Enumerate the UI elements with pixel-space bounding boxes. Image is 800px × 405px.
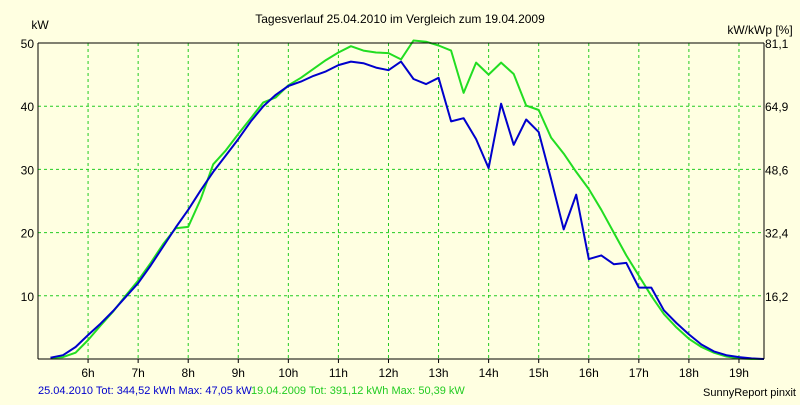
grid bbox=[38, 43, 764, 359]
x-tick-label: 9h bbox=[232, 366, 245, 380]
x-tick-label: 13h bbox=[429, 366, 449, 380]
x-tick-label: 17h bbox=[629, 366, 649, 380]
y-tick-label-right: 81,1 bbox=[765, 37, 789, 51]
y-tick-label-right: 16,2 bbox=[765, 290, 789, 304]
x-tick-label: 14h bbox=[479, 366, 499, 380]
y-axis-label-left: kW bbox=[31, 18, 49, 32]
y-tick-label-left: 30 bbox=[21, 163, 35, 177]
x-tick-label: 6h bbox=[81, 366, 94, 380]
y-tick-label-right: 32,4 bbox=[765, 227, 789, 241]
x-tick-label: 15h bbox=[529, 366, 549, 380]
x-tick-label: 11h bbox=[329, 366, 348, 380]
x-tick-label: 19h bbox=[729, 366, 749, 380]
plot-area bbox=[38, 43, 764, 359]
series-line-1 bbox=[50, 60, 765, 360]
y-tick-label-right: 48,6 bbox=[765, 163, 789, 177]
legend-series-2-summary: 19.04.2009 Tot: 391,12 kWh Max: 50,39 kW bbox=[251, 385, 465, 397]
tick-labels: 6h 7h 8h 9h 10h 11h 12h 13h 14h 15h 16h 17h 18h 19h 10… bbox=[21, 37, 789, 380]
x-tick-label: 12h bbox=[378, 366, 398, 380]
y-tick-label-left: 40 bbox=[21, 100, 35, 114]
credit-label: SunnyReport pinxit bbox=[703, 387, 796, 399]
x-tick-label: 18h bbox=[679, 366, 699, 380]
y-tick-label-left: 20 bbox=[21, 227, 35, 241]
axes bbox=[37, 42, 765, 363]
x-tick-label: 7h bbox=[131, 366, 144, 380]
x-tick-label: 16h bbox=[579, 366, 599, 380]
y-tick-label-right: 64,9 bbox=[765, 100, 789, 114]
y-tick-label-left: 50 bbox=[21, 37, 35, 51]
y-axis-label-right: kW/kWp [%] bbox=[727, 23, 792, 37]
legend-series-1-summary: 25.04.2010 Tot: 344,52 kWh Max: 47,05 kW bbox=[38, 385, 252, 397]
x-tick-label: 8h bbox=[182, 366, 195, 380]
series-layer bbox=[50, 39, 765, 360]
x-tick-label: 10h bbox=[278, 366, 298, 380]
chart-title: Tagesverlauf 25.04.2010 im Vergleich zum… bbox=[255, 12, 545, 26]
y-tick-label-left: 10 bbox=[21, 290, 35, 304]
